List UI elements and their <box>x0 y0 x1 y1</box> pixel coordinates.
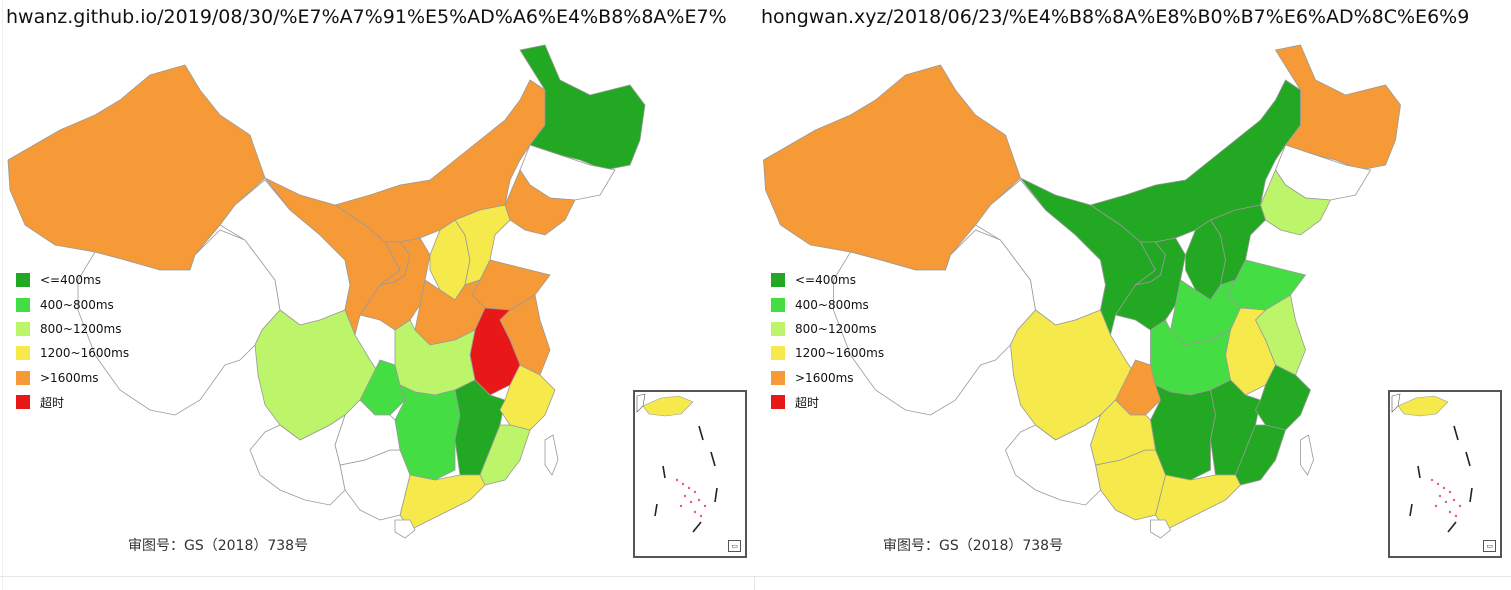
legend-swatch <box>16 370 30 385</box>
legend-item: 超时 <box>771 390 884 414</box>
legend-label: <=400ms <box>40 273 101 288</box>
legend-swatch <box>771 346 785 361</box>
south-china-sea-inset: ▭ <box>1388 390 1502 558</box>
region-fujian <box>1235 424 1287 486</box>
page-left-rule <box>2 0 3 590</box>
region-hainan <box>1150 519 1172 539</box>
legend-swatch <box>771 273 785 288</box>
legend-label: >1600ms <box>40 370 99 385</box>
legend-item: >1600ms <box>771 366 884 390</box>
latency-legend: <=400ms 400~800ms 800~1200ms 1200~1600ms… <box>16 268 129 414</box>
map-panel-hwanz: hwanz.github.io/2019/08/30/%E7%A7%91%E5%… <box>0 0 755 590</box>
region-hainan <box>394 519 416 539</box>
region-yunnan <box>1005 414 1102 506</box>
legend-label: 800~1200ms <box>795 321 877 336</box>
legend-item: <=400ms <box>16 268 129 292</box>
south-china-sea-inset-map <box>636 393 718 533</box>
region-yunnan <box>249 414 346 506</box>
legend-item: 400~800ms <box>16 292 129 316</box>
region-heilongjiang <box>1274 44 1401 171</box>
south-china-sea-inset: ▭ <box>633 390 747 558</box>
inset-caption-icon: ▭ <box>728 540 741 552</box>
url-title: hwanz.github.io/2019/08/30/%E7%A7%91%E5%… <box>6 6 727 28</box>
legend-swatch <box>16 273 30 288</box>
region-zhejiang <box>1255 364 1311 431</box>
legend-label: 超时 <box>795 395 820 410</box>
region-heilongjiang <box>519 44 646 171</box>
legend-label: 超时 <box>40 395 65 410</box>
legend-item: 800~1200ms <box>771 317 884 341</box>
legend-label: 1200~1600ms <box>795 346 885 361</box>
region-zhejiang <box>499 364 556 431</box>
south-china-sea-inset-map <box>1391 393 1473 533</box>
url-title: hongwan.xyz/2018/06/23/%E4%B8%8A%E8%B0%B… <box>761 6 1470 28</box>
legend-swatch <box>771 370 785 385</box>
map-panel-hongwan: hongwan.xyz/2018/06/23/%E4%B8%8A%E8%B0%B… <box>755 0 1511 590</box>
bottom-divider <box>0 576 1511 577</box>
legend-item: <=400ms <box>771 268 884 292</box>
legend-swatch <box>16 297 30 312</box>
legend-swatch <box>771 321 785 336</box>
china-latency-map <box>7 44 646 539</box>
map-approval-number: 审图号：GS（2018）738号 <box>128 538 309 554</box>
region-fujian <box>479 424 531 486</box>
legend-item: 超时 <box>16 390 129 414</box>
legend-item: >1600ms <box>16 366 129 390</box>
legend-swatch <box>16 395 30 410</box>
legend-item: 1200~1600ms <box>771 341 884 365</box>
legend-item: 800~1200ms <box>16 317 129 341</box>
legend-label: >1600ms <box>795 370 854 385</box>
region-guangdong <box>399 474 486 531</box>
legend-swatch <box>771 395 785 410</box>
legend-swatch <box>16 321 30 336</box>
region-shaanxi <box>359 237 431 331</box>
legend-label: 400~800ms <box>795 297 869 312</box>
legend-item: 400~800ms <box>771 292 884 316</box>
legend-swatch <box>771 297 785 312</box>
china-latency-map <box>763 44 1401 539</box>
inset-caption-icon: ▭ <box>1483 540 1496 552</box>
legend-item: 1200~1600ms <box>16 341 129 365</box>
legend-label: 800~1200ms <box>40 321 122 336</box>
region-taiwan <box>1300 434 1314 476</box>
region-guangdong <box>1155 474 1241 531</box>
latency-legend: <=400ms 400~800ms 800~1200ms 1200~1600ms… <box>771 268 884 414</box>
legend-label: 1200~1600ms <box>40 346 130 361</box>
legend-label: 400~800ms <box>40 297 114 312</box>
region-taiwan <box>544 434 559 476</box>
legend-label: <=400ms <box>795 273 856 288</box>
region-shaanxi <box>1114 237 1186 331</box>
legend-swatch <box>16 346 30 361</box>
map-approval-number: 审图号：GS（2018）738号 <box>883 538 1064 554</box>
panel-divider <box>754 576 755 590</box>
